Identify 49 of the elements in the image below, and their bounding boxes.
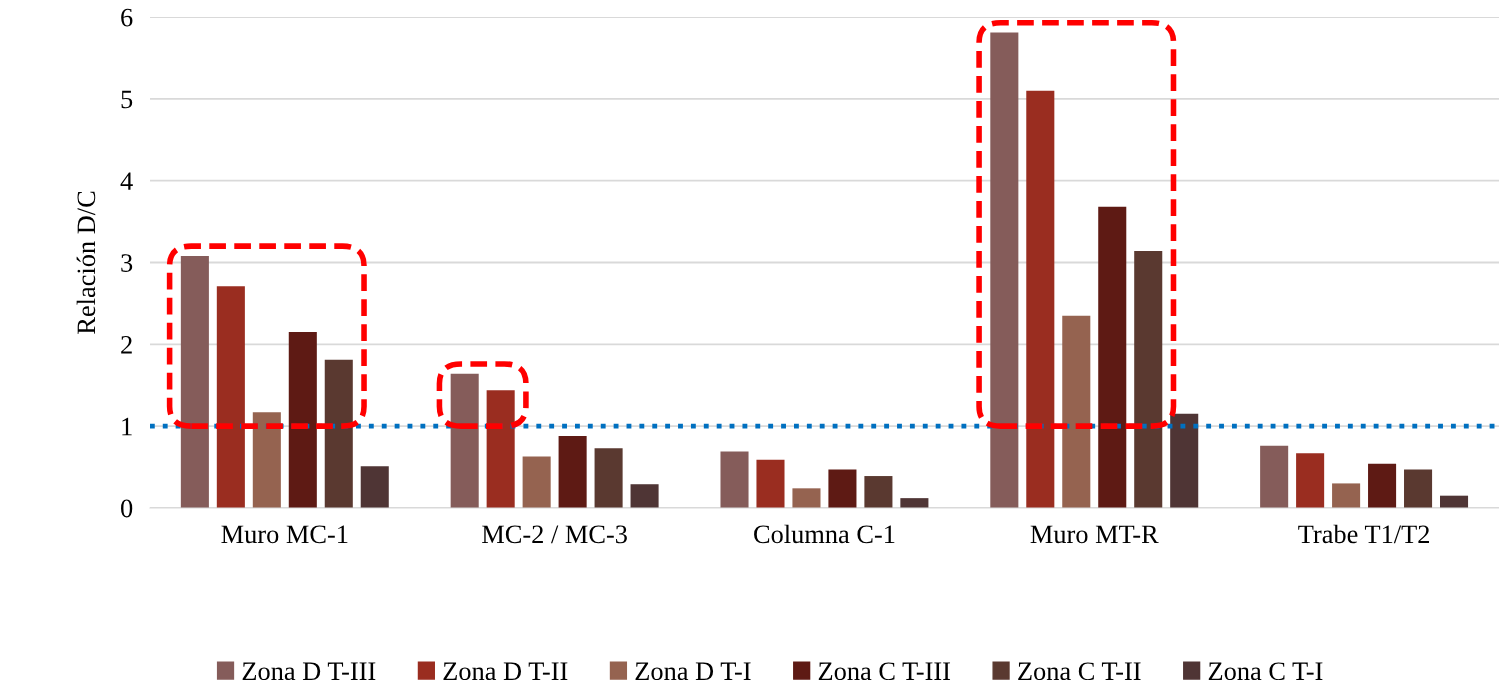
bar — [252, 412, 281, 508]
y-tick-label: 0 — [121, 499, 133, 518]
bar — [1098, 206, 1127, 508]
bar — [1170, 413, 1199, 508]
bar — [900, 498, 929, 508]
y-tick-label: 4 — [120, 172, 133, 190]
legend-label: Zona C T-I — [1208, 662, 1323, 680]
bar — [720, 451, 749, 508]
bar — [180, 255, 209, 508]
bar — [864, 476, 893, 508]
bar — [594, 448, 623, 508]
legend-label: Zona C T-III — [818, 662, 951, 680]
bar — [558, 435, 587, 508]
bar — [450, 373, 479, 508]
bar — [324, 359, 353, 508]
y-tick-label: 1 — [122, 417, 132, 436]
bar — [1134, 251, 1163, 508]
bar — [1368, 463, 1397, 508]
y-tick-label: 3 — [121, 254, 133, 272]
bar — [1260, 445, 1289, 508]
x-tick-label: Columna C-1 — [754, 524, 895, 544]
y-tick-label: 5 — [121, 90, 133, 109]
bar — [486, 390, 515, 508]
bar — [1332, 483, 1361, 508]
x-tick-label: Trabe T1/T2 — [1298, 524, 1429, 544]
x-tick-label: Muro MC-1 — [221, 525, 348, 544]
bar — [360, 466, 389, 508]
bar — [1404, 469, 1433, 508]
bar — [756, 459, 785, 508]
bar — [990, 32, 1019, 508]
y-tick-label: 6 — [121, 8, 133, 27]
bar — [1440, 495, 1469, 508]
legend-label: Zona C T-II — [1018, 662, 1141, 680]
bar — [522, 456, 551, 508]
bar — [1026, 90, 1055, 508]
bar — [1062, 315, 1091, 508]
bar — [630, 484, 659, 508]
bar — [216, 286, 245, 508]
bar — [792, 488, 821, 508]
legend-label: Zona D T-II — [443, 662, 568, 680]
y-tick-label: 2 — [121, 335, 132, 354]
x-tick-label: Muro MT-R — [1030, 525, 1159, 544]
bar — [1296, 453, 1325, 508]
x-tick-label: MC-2 / MC-3 — [482, 525, 627, 544]
bar — [828, 469, 857, 508]
legend-label: Zona D T-III — [242, 662, 376, 680]
y-axis-title: Relación D/C — [76, 191, 96, 334]
legend-label: Zona D T-I — [635, 662, 751, 680]
bar — [288, 332, 317, 508]
